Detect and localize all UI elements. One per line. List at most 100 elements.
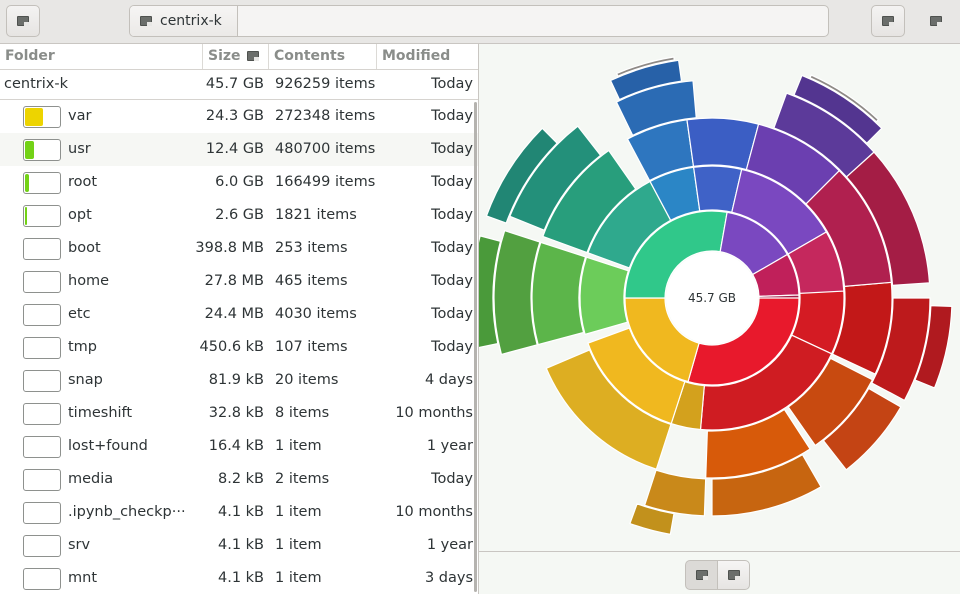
ring-segment[interactable] <box>787 231 845 295</box>
folder-size: 4.1 kB <box>217 570 264 586</box>
root-name: centrix-k <box>4 76 68 92</box>
ring-segment[interactable] <box>629 503 675 536</box>
ring-segment[interactable] <box>871 297 931 402</box>
folder-row[interactable]: mnt 4.1 kB 1 item 3 days <box>0 562 478 594</box>
folder-name: etc <box>68 306 91 322</box>
folder-modified: 1 year <box>426 438 473 454</box>
folder-row[interactable]: etc 24.4 MB 4030 items Today <box>0 298 478 331</box>
root-row[interactable]: centrix-k 45.7 GB 926259 items Today <box>0 70 478 100</box>
folder-row[interactable]: root 6.0 GB 166499 items Today <box>0 166 478 199</box>
folder-name: root <box>68 174 98 190</box>
ring-segment[interactable] <box>479 235 502 349</box>
rings-chart-button[interactable] <box>685 560 718 590</box>
usage-bar <box>23 469 61 491</box>
folder-modified: 3 days <box>424 570 473 586</box>
ring-segment[interactable] <box>509 125 602 231</box>
folder-size: 27.8 MB <box>204 273 264 289</box>
usage-bar <box>23 106 61 128</box>
folder-row[interactable]: snap 81.9 kB 20 items 4 days <box>0 364 478 397</box>
folder-contents: 2 items <box>275 471 330 487</box>
folder-size: 24.4 MB <box>204 306 264 322</box>
usage-bar <box>23 370 61 392</box>
folder-size: 24.3 GB <box>205 108 264 124</box>
column-header: Folder Size Contents Modified <box>0 44 478 70</box>
rings-chart-icon <box>695 570 708 580</box>
ring-segment[interactable] <box>914 305 953 389</box>
folder-row[interactable]: home 27.8 MB 465 items Today <box>0 265 478 298</box>
folder-size: 8.2 kB <box>217 471 264 487</box>
folder-row[interactable]: .ipynb_checkp··· 4.1 kB 1 item 10 months <box>0 496 478 529</box>
usage-bar <box>23 238 61 260</box>
folder-row[interactable]: timeshift 32.8 kB 8 items 10 months <box>0 397 478 430</box>
folder-contents: 272348 items <box>275 108 376 124</box>
ring-segment[interactable] <box>615 56 675 77</box>
folder-modified: 4 days <box>424 372 473 388</box>
ring-segment[interactable] <box>587 327 686 425</box>
ring-segment[interactable] <box>579 256 630 336</box>
folder-row[interactable]: var 24.3 GB 272348 items Today <box>0 100 478 133</box>
ring-segment[interactable] <box>686 117 760 171</box>
ring-segment[interactable] <box>609 59 683 101</box>
rings-chart[interactable]: 45.7 GB <box>479 44 960 551</box>
folder-size: 4.1 kB <box>217 504 264 520</box>
ring-segment[interactable] <box>711 453 822 517</box>
folder-modified: Today <box>431 207 473 223</box>
usage-bar-fill <box>25 141 34 159</box>
ring-segment[interactable] <box>531 241 587 346</box>
folder-row[interactable]: tmp 450.6 kB 107 items Today <box>0 331 478 364</box>
folder-contents: 8 items <box>275 405 330 421</box>
column-modified[interactable]: Modified <box>382 48 451 64</box>
usage-bar-fill <box>25 108 43 126</box>
ring-segment[interactable] <box>643 469 707 517</box>
ring-segment[interactable] <box>485 127 558 224</box>
folder-modified: Today <box>431 141 473 157</box>
folder-size: 32.8 kB <box>208 405 264 421</box>
folder-row[interactable]: usr 12.4 GB 480700 items Today <box>0 133 478 166</box>
treemap-chart-icon <box>727 570 740 580</box>
folder-size: 12.4 GB <box>205 141 264 157</box>
ring-segment[interactable] <box>787 357 874 447</box>
menu-button[interactable] <box>871 5 905 37</box>
folder-size: 81.9 kB <box>208 372 264 388</box>
folder-modified: Today <box>431 306 473 322</box>
scrollbar[interactable] <box>474 102 477 592</box>
ring-segment[interactable] <box>493 229 541 356</box>
folder-modified: 10 months <box>395 405 473 421</box>
folder-row[interactable]: boot 398.8 MB 253 items Today <box>0 232 478 265</box>
ring-segment[interactable] <box>624 210 728 299</box>
folder-name: tmp <box>68 339 98 355</box>
ring-segment[interactable] <box>615 80 697 137</box>
root-contents: 926259 items <box>275 76 376 92</box>
folder-name: mnt <box>68 570 97 586</box>
folder-modified: 1 year <box>426 537 473 553</box>
window-menu-button[interactable] <box>919 5 953 37</box>
folder-row[interactable]: lost+found 16.4 kB 1 item 1 year <box>0 430 478 463</box>
folder-row[interactable]: media 8.2 kB 2 items Today <box>0 463 478 496</box>
path-bar: centrix-k <box>129 5 829 37</box>
ring-segment[interactable] <box>845 151 931 287</box>
folder-size: 2.6 GB <box>215 207 264 223</box>
ring-segment[interactable] <box>545 349 672 470</box>
column-folder[interactable]: Folder <box>0 44 203 69</box>
ring-segment[interactable] <box>542 149 637 254</box>
folder-modified: Today <box>431 471 473 487</box>
folder-row[interactable]: srv 4.1 kB 1 item 1 year <box>0 529 478 562</box>
menu-icon <box>882 16 894 26</box>
column-contents[interactable]: Contents <box>269 44 377 69</box>
chart-center[interactable] <box>666 252 758 344</box>
back-button[interactable] <box>6 5 40 37</box>
ring-segment[interactable] <box>805 169 892 288</box>
column-size[interactable]: Size <box>203 44 269 69</box>
folder-modified: Today <box>431 273 473 289</box>
ring-segment[interactable] <box>822 387 902 471</box>
ring-segment[interactable] <box>831 281 893 375</box>
folder-contents: 465 items <box>275 273 348 289</box>
ring-segment[interactable] <box>705 408 811 479</box>
ring-segment[interactable] <box>758 294 800 299</box>
header-bar: centrix-k <box>0 0 960 44</box>
ring-segment[interactable] <box>793 74 883 144</box>
treemap-chart-button[interactable] <box>717 560 750 590</box>
path-button-root[interactable]: centrix-k <box>130 6 238 36</box>
ring-segment[interactable] <box>809 74 880 123</box>
folder-row[interactable]: opt 2.6 GB 1821 items Today <box>0 199 478 232</box>
